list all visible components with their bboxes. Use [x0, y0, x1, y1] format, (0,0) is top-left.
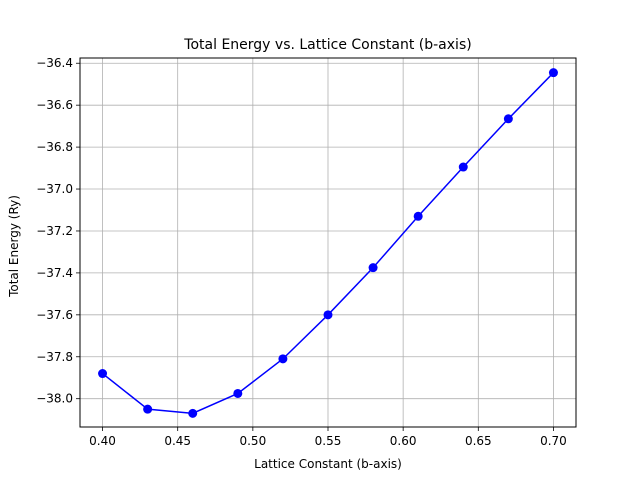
series-layer — [98, 68, 558, 418]
grid — [80, 58, 576, 427]
y-tick-label: −37.6 — [36, 308, 73, 322]
x-tick-label: 0.60 — [390, 434, 417, 448]
y-tick-label: −37.8 — [36, 350, 73, 364]
data-point — [323, 310, 333, 320]
y-tick-label: −36.4 — [36, 56, 73, 70]
y-axis: −38.0 −37.8 −37.6 −37.4 −37.2 −37.0 −36.8 −36.6… — [36, 56, 80, 406]
data-point — [233, 388, 243, 398]
data-point — [98, 369, 108, 379]
data-point — [278, 354, 288, 364]
y-tick-label: −37.2 — [36, 224, 73, 238]
x-tick-label: 0.65 — [465, 434, 492, 448]
y-tick-label: −36.6 — [36, 98, 73, 112]
data-point — [143, 404, 153, 414]
x-axis: 0.40 0.45 0.50 0.55 0.60 0.65 0.70 — [89, 427, 567, 448]
x-tick-label: 0.55 — [315, 434, 342, 448]
x-tick-label: 0.70 — [540, 434, 567, 448]
y-tick-label: −36.8 — [36, 140, 73, 154]
x-tick-label: 0.45 — [164, 434, 191, 448]
x-axis-label: Lattice Constant (b-axis) — [254, 457, 402, 471]
y-tick-label: −37.0 — [36, 182, 73, 196]
x-tick-label: 0.40 — [89, 434, 116, 448]
y-tick-label: −37.4 — [36, 266, 73, 280]
chart-title: Total Energy vs. Lattice Constant (b-axi… — [183, 37, 471, 53]
data-point — [548, 68, 558, 78]
x-tick-label: 0.50 — [239, 434, 266, 448]
data-point — [188, 408, 198, 418]
data-point — [458, 162, 468, 172]
y-axis-label: Total Energy (Ry) — [7, 195, 21, 298]
data-point — [368, 263, 378, 273]
y-tick-label: −38.0 — [36, 392, 73, 406]
data-point — [413, 211, 423, 221]
data-point — [503, 114, 513, 124]
